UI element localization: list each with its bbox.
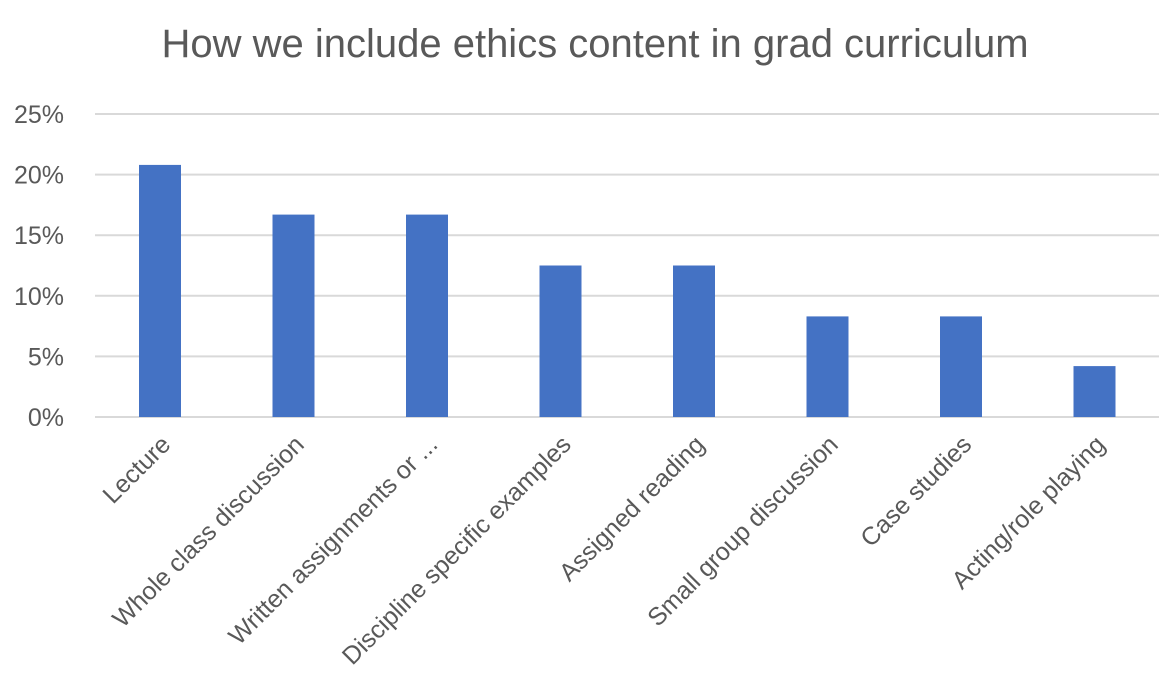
bar: [272, 214, 315, 417]
x-tick-label: Assigned reading: [554, 430, 710, 586]
bar: [1073, 366, 1116, 417]
x-tick-label: Case studies: [855, 430, 977, 552]
y-tick-label: 5%: [28, 343, 64, 371]
bar: [806, 316, 849, 417]
y-tick-label: 20%: [14, 162, 64, 190]
bar: [940, 316, 982, 417]
chart-title: How we include ethics content in grad cu…: [161, 22, 1029, 66]
bar: [539, 265, 582, 417]
y-tick-label: 10%: [14, 283, 64, 311]
bar: [139, 164, 181, 417]
y-tick-label: 0%: [28, 404, 64, 432]
bar: [406, 214, 448, 417]
bar: [673, 265, 715, 417]
y-tick-label: 25%: [14, 101, 64, 129]
x-tick-label: Lecture: [97, 430, 176, 509]
x-tick-label: Discipline specific examples: [337, 430, 577, 670]
y-tick-label: 15%: [14, 222, 64, 250]
